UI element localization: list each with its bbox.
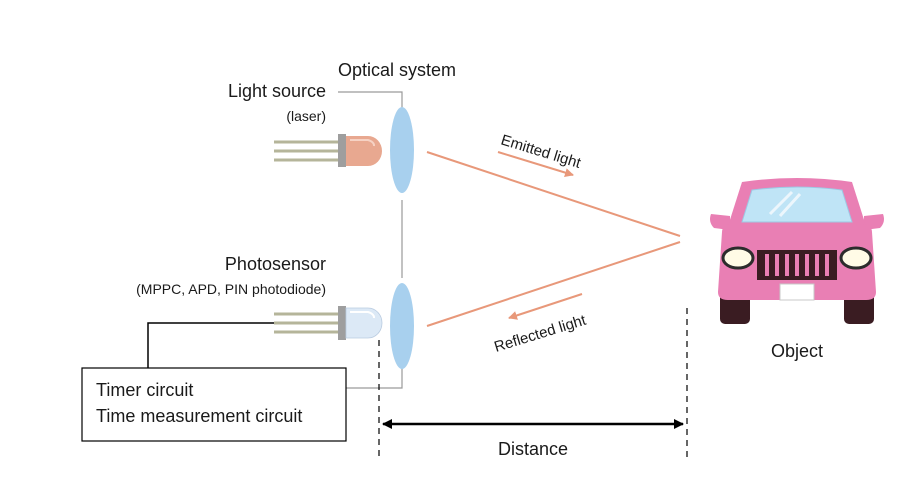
time-measurement-label: Time measurement circuit <box>96 406 302 426</box>
distance-label: Distance <box>498 439 568 459</box>
laser-emitter-icon <box>274 134 382 167</box>
optical-system-bracket <box>338 91 403 389</box>
object-label: Object <box>771 341 823 361</box>
timer-circuit-box <box>81 367 347 442</box>
reflected-beam <box>426 241 681 327</box>
timer-circuit-label: Timer circuit <box>96 380 193 400</box>
reflected-light-label: Reflected light <box>492 312 589 356</box>
light-source-label: Light source <box>228 81 326 101</box>
optical-system-label: Optical system <box>338 60 456 80</box>
sensor-wire <box>147 322 274 368</box>
photosensor-icon <box>274 306 383 340</box>
reflected-direction-arrow <box>508 293 583 320</box>
lower-lens <box>390 283 414 369</box>
photosensor-sublabel: (MPPC, APD, PIN photodiode) <box>136 281 326 297</box>
emitted-direction-arrow <box>497 151 574 177</box>
light-source-sublabel: (laser) <box>286 108 326 124</box>
photosensor-label: Photosensor <box>225 254 326 274</box>
emitted-beam <box>426 151 681 237</box>
car-icon <box>710 178 884 324</box>
upper-lens <box>390 107 414 193</box>
